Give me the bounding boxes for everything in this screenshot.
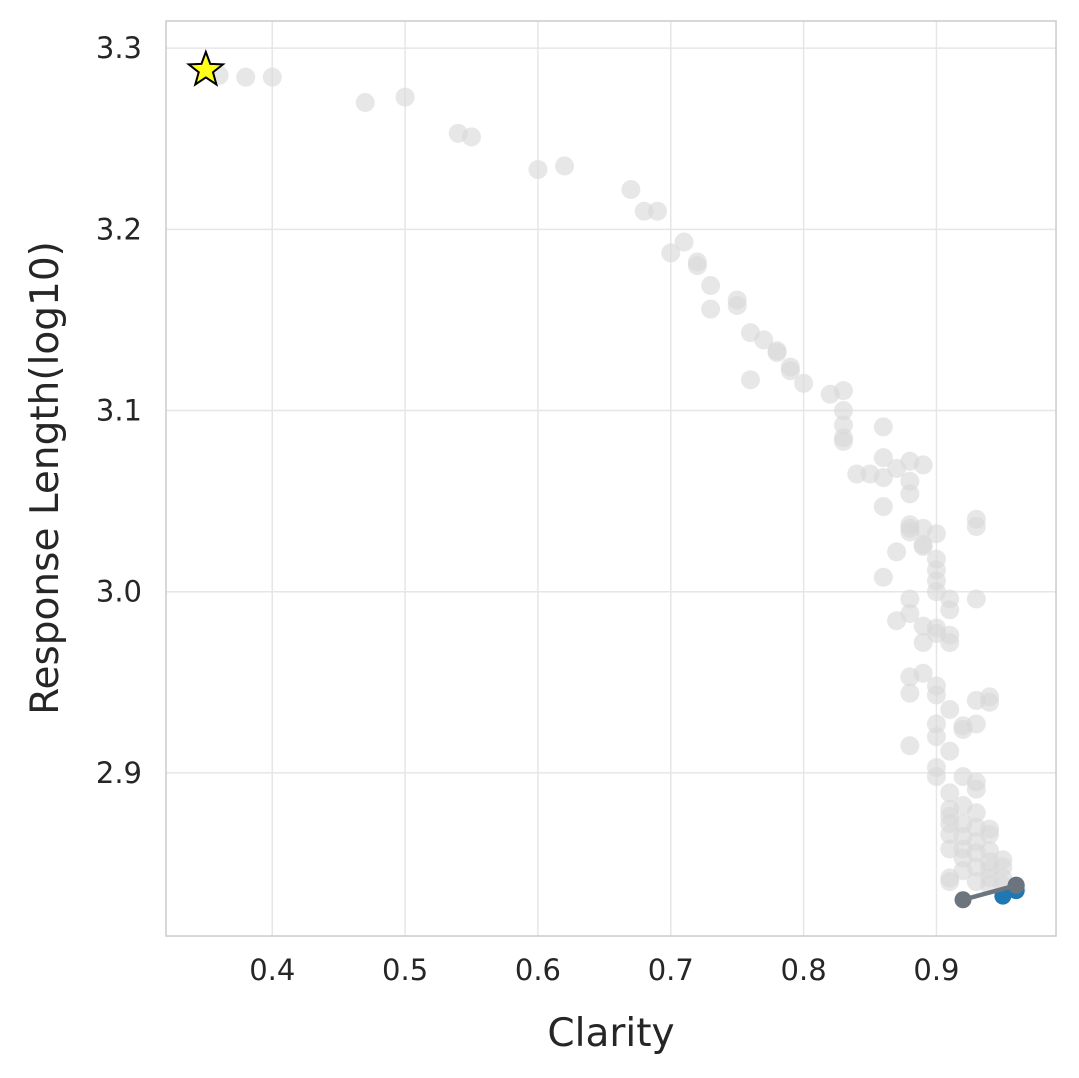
x-axis-label: Clarity — [547, 1011, 674, 1056]
background-point — [621, 180, 641, 200]
background-point — [262, 67, 282, 87]
y-tick-label: 3.1 — [96, 394, 142, 428]
path-line — [962, 883, 1017, 902]
background-point — [900, 603, 920, 623]
x-tick-label: 0.8 — [781, 953, 827, 987]
overlay-layer — [185, 49, 1025, 909]
background-point — [873, 448, 893, 468]
background-point — [980, 692, 1000, 712]
background-point — [634, 201, 654, 221]
background-point — [740, 370, 760, 390]
background-point — [701, 299, 721, 319]
background-point — [887, 542, 907, 562]
background-point — [980, 825, 1000, 845]
y-tick-label: 3.2 — [96, 212, 142, 246]
background-point — [674, 232, 694, 252]
background-point — [940, 600, 960, 620]
x-tick-label: 0.4 — [249, 953, 295, 987]
x-tick-label: 0.9 — [913, 953, 959, 987]
grid-layer — [166, 21, 1056, 936]
background-point — [847, 464, 867, 484]
background-point — [873, 417, 893, 437]
background-point — [794, 373, 814, 393]
path-point — [954, 891, 972, 909]
background-point — [966, 714, 986, 734]
star-marker — [185, 49, 226, 87]
background-point — [780, 361, 800, 381]
plot-frame — [165, 20, 1057, 937]
background-point — [900, 683, 920, 703]
background-point — [528, 160, 548, 180]
background-point — [873, 567, 893, 587]
background-point — [687, 256, 707, 276]
background-point — [236, 67, 256, 87]
background-point — [767, 343, 787, 363]
background-point — [940, 741, 960, 761]
background-point — [833, 431, 853, 451]
background-point — [900, 736, 920, 756]
background-point — [833, 381, 853, 401]
y-tick-label: 3.3 — [96, 31, 142, 65]
y-tick-labels: 2.9 3.0 3.1 3.2 3.3 — [96, 31, 142, 790]
x-tick-labels: 0.4 0.5 0.6 0.7 0.8 0.9 — [249, 953, 959, 987]
background-point — [940, 872, 960, 892]
background-point — [701, 276, 721, 296]
background-point — [940, 700, 960, 720]
x-tick-label: 0.7 — [648, 953, 694, 987]
background-point — [966, 517, 986, 537]
background-point — [926, 767, 946, 787]
x-tick-label: 0.5 — [382, 953, 428, 987]
background-point — [647, 201, 667, 221]
background-point — [727, 295, 747, 315]
background-point — [661, 243, 681, 263]
y-tick-label: 3.0 — [96, 575, 142, 609]
background-point — [966, 803, 986, 823]
background-point — [913, 455, 933, 475]
background-point — [966, 589, 986, 609]
path-point — [1007, 876, 1025, 894]
background-point — [355, 93, 375, 113]
background-point — [873, 497, 893, 517]
background-point — [926, 727, 946, 747]
background-point — [555, 156, 575, 176]
background-point — [926, 524, 946, 544]
background-point — [940, 783, 960, 803]
background-point — [900, 589, 920, 609]
background-point — [833, 401, 853, 421]
background-point — [940, 839, 960, 859]
y-tick-label: 2.9 — [96, 756, 142, 790]
background-point — [754, 330, 774, 350]
points-layer — [209, 65, 1026, 899]
background-point — [462, 127, 482, 147]
background-point — [900, 484, 920, 504]
x-tick-label: 0.6 — [515, 953, 561, 987]
y-axis-label: Response Length(log10) — [23, 241, 68, 715]
background-point — [913, 632, 933, 652]
background-point — [913, 536, 933, 556]
background-point — [940, 632, 960, 652]
background-point — [966, 779, 986, 799]
background-point — [395, 87, 415, 107]
background-point — [913, 663, 933, 683]
background-point — [926, 685, 946, 705]
background-point — [873, 468, 893, 488]
